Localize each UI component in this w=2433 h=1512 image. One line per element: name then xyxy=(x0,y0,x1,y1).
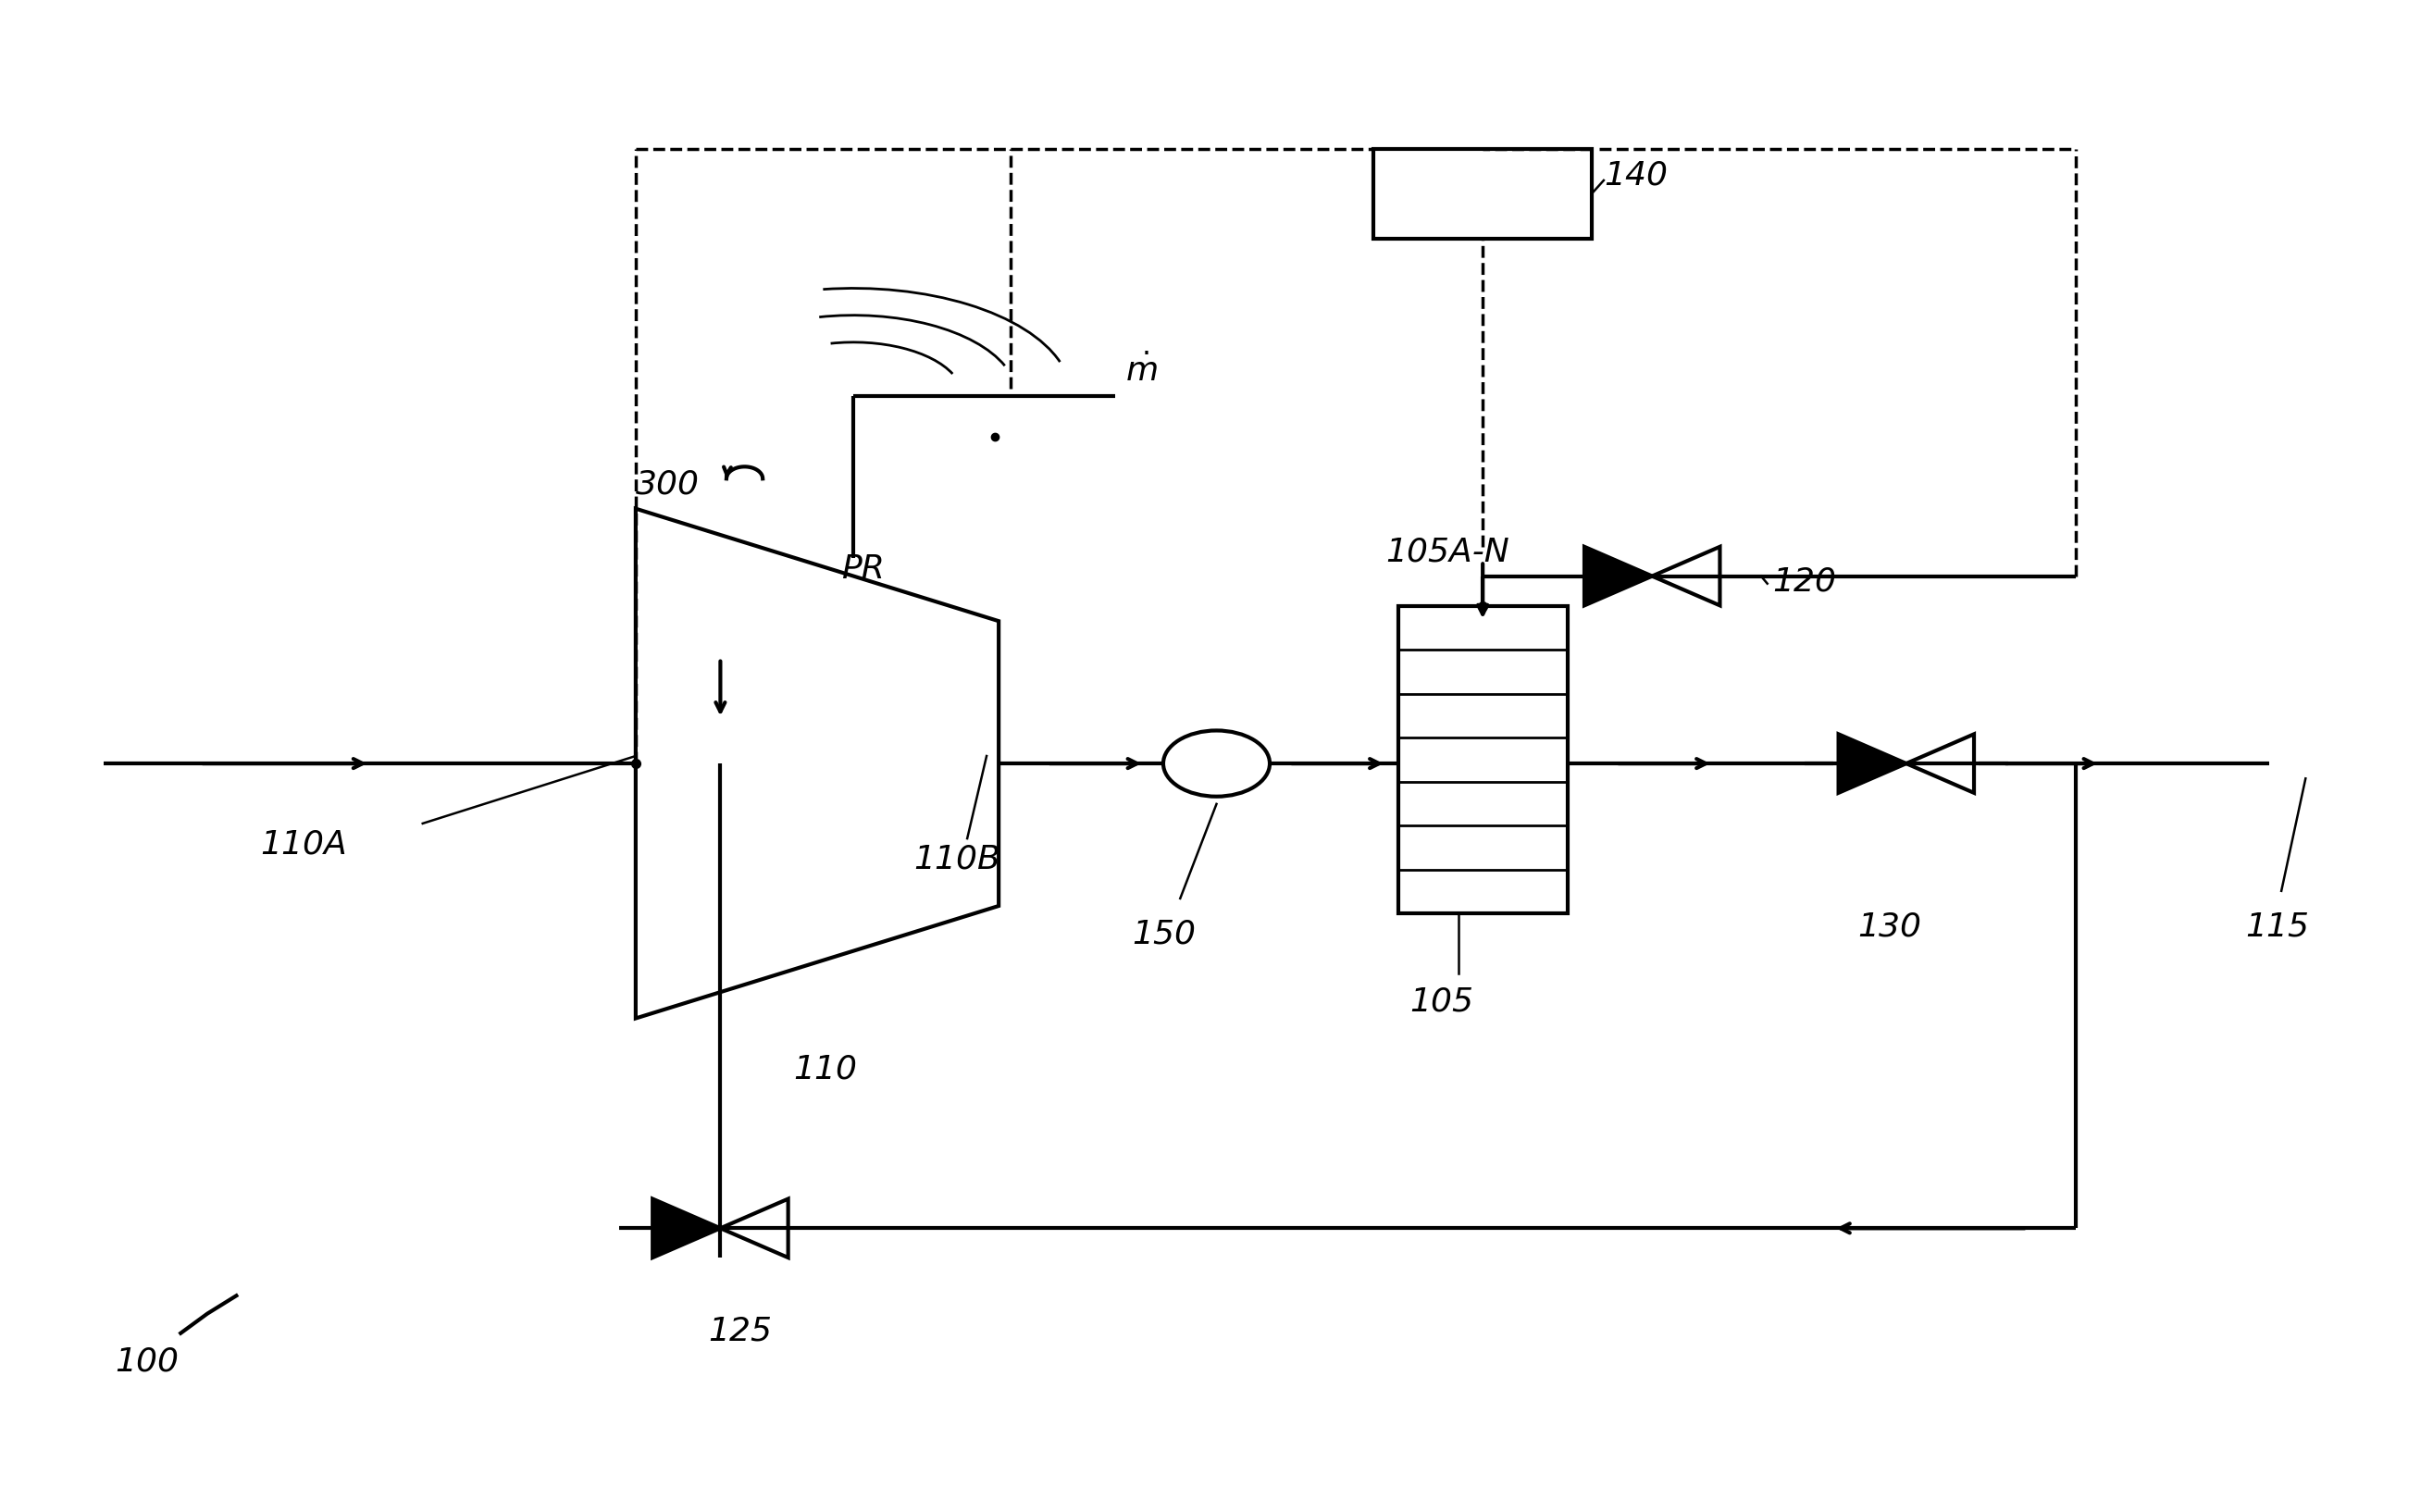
Text: $\dot{m}$: $\dot{m}$ xyxy=(1126,355,1158,387)
Text: 130: 130 xyxy=(1859,910,1922,942)
Text: 110A: 110A xyxy=(260,829,348,860)
Bar xyxy=(1375,148,1591,239)
Text: 105A-N: 105A-N xyxy=(1387,537,1511,567)
Text: 125: 125 xyxy=(708,1315,771,1347)
Polygon shape xyxy=(1584,547,1652,605)
Text: 300: 300 xyxy=(635,469,701,500)
Bar xyxy=(1399,606,1567,913)
Text: 140: 140 xyxy=(1603,160,1667,192)
Text: PR: PR xyxy=(842,553,886,585)
Text: 150: 150 xyxy=(1131,918,1195,950)
Text: 110: 110 xyxy=(793,1054,856,1084)
Text: 115: 115 xyxy=(2246,910,2309,942)
Text: 120: 120 xyxy=(1774,565,1837,597)
Polygon shape xyxy=(1839,735,1905,792)
Text: 110B: 110B xyxy=(915,844,1000,875)
Polygon shape xyxy=(652,1199,720,1258)
Text: 105: 105 xyxy=(1411,986,1474,1018)
Text: 100: 100 xyxy=(114,1346,180,1377)
